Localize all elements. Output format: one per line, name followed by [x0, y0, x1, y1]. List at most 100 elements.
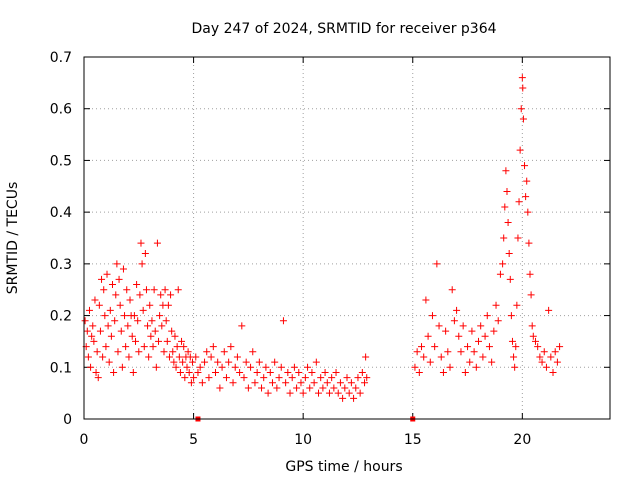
data-point [437, 353, 445, 361]
data-point [201, 358, 209, 366]
data-point [253, 368, 261, 376]
data-point [149, 343, 157, 351]
data-point [450, 317, 458, 325]
data-point [142, 286, 150, 294]
data-point [446, 363, 454, 371]
data-point [315, 389, 323, 397]
data-point [413, 348, 421, 356]
data-point [347, 379, 355, 387]
data-point [536, 353, 544, 361]
data-point [531, 337, 539, 345]
data-point [301, 374, 309, 382]
data-point [481, 332, 489, 340]
data-point [268, 379, 276, 387]
data-point [352, 384, 360, 392]
data-point [262, 363, 270, 371]
data-point [507, 312, 515, 320]
data-point [515, 198, 523, 206]
data-point [192, 353, 200, 361]
data-point [500, 234, 508, 242]
data-point [90, 337, 98, 345]
data-point [362, 353, 370, 361]
data-point [196, 363, 204, 371]
data-point [91, 296, 99, 304]
data-point [185, 368, 193, 376]
data-point [525, 239, 533, 247]
data-point [505, 250, 513, 258]
data-point [354, 374, 362, 382]
data-point [275, 374, 283, 382]
data-point [299, 389, 307, 397]
data-point [135, 348, 143, 356]
data-point [175, 353, 183, 361]
data-point [118, 363, 126, 371]
data-point [212, 368, 219, 376]
y-tick-label: 0.4 [50, 205, 72, 221]
data-point [444, 348, 452, 356]
data-point [110, 368, 118, 376]
data-point [266, 368, 274, 376]
x-tick-label: 15 [404, 432, 422, 448]
data-point [524, 208, 532, 216]
data-point [363, 374, 371, 382]
data-point [516, 146, 524, 154]
data-point [170, 358, 178, 366]
data-point [514, 234, 522, 242]
data-point [242, 358, 250, 366]
data-point [231, 363, 239, 371]
data-point [123, 286, 131, 294]
data-point [350, 394, 358, 402]
data-point [545, 306, 553, 314]
plot-frame [83, 56, 611, 420]
x-tick-label: 10 [294, 432, 312, 448]
data-point [310, 379, 318, 387]
data-point [521, 162, 529, 170]
data-point [167, 291, 175, 299]
data-point [139, 306, 147, 314]
data-point [511, 363, 519, 371]
data-point [161, 286, 169, 294]
data-point [547, 353, 555, 361]
data-point [472, 363, 480, 371]
data-point [102, 343, 110, 351]
data-point [499, 260, 507, 268]
data-point [306, 384, 314, 392]
x-tick-label: 5 [189, 432, 198, 448]
data-point [146, 301, 154, 309]
data-point [87, 363, 95, 371]
data-point [479, 353, 487, 361]
data-point [512, 343, 520, 351]
data-point [510, 353, 518, 361]
data-point [179, 358, 187, 366]
data-point [435, 322, 443, 330]
data-point [426, 358, 434, 366]
data-point [181, 374, 189, 382]
data-point [249, 348, 257, 356]
data-point [194, 368, 202, 376]
data-point [129, 368, 137, 376]
data-point [198, 379, 206, 387]
data-point [157, 291, 165, 299]
data-point [153, 239, 161, 247]
data-point [538, 358, 546, 366]
data-point [140, 343, 148, 351]
data-point [114, 348, 122, 356]
data-point [176, 368, 184, 376]
data-point [542, 363, 550, 371]
data-point [549, 368, 557, 376]
data-point [286, 389, 294, 397]
data-point [323, 379, 331, 387]
data-point [334, 389, 342, 397]
data-point [264, 389, 272, 397]
data-point [238, 322, 246, 330]
data-point [420, 353, 428, 361]
data-point [502, 167, 510, 175]
data-point [517, 105, 525, 113]
data-point [448, 286, 456, 294]
data-point [284, 368, 292, 376]
data-point [508, 337, 516, 345]
data-point [180, 343, 188, 351]
data-point [477, 322, 485, 330]
data-point [218, 363, 226, 371]
